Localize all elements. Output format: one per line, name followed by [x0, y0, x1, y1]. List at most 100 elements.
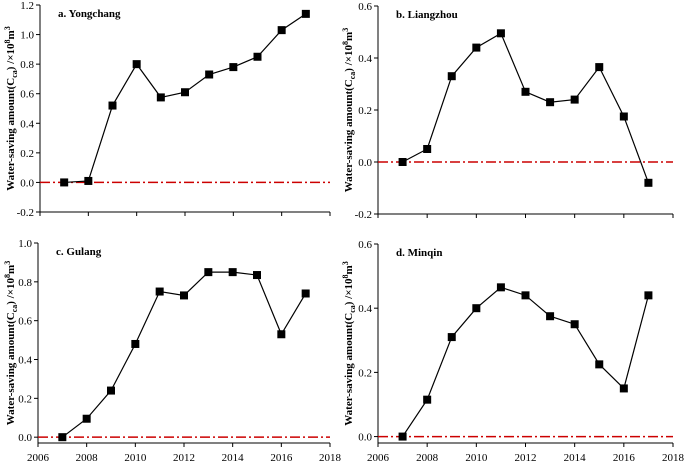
y-tick-label: 0.4: [358, 303, 372, 315]
y-axis-label: Water-saving amount(Cca) /×108m3: [3, 261, 19, 425]
data-point: [423, 395, 432, 404]
y-axis-label-part: ca: [348, 305, 357, 313]
y-tick-label: 0.0: [20, 177, 34, 189]
data-point: [60, 178, 69, 187]
y-axis-label: Water-saving amount(Cca) /×108m3: [341, 28, 357, 192]
data-point: [181, 88, 189, 97]
data-point: [570, 95, 579, 104]
data-point: [595, 360, 604, 369]
y-axis-label: Water-saving amount(Cca) /×108m3: [3, 26, 19, 190]
y-axis-label-part: ) /×10: [343, 278, 355, 305]
x-tick-label: 2014: [222, 452, 245, 464]
y-axis-label-part: m: [343, 32, 355, 41]
y-axis-label-part: ca: [10, 305, 19, 313]
data-point: [84, 176, 93, 185]
y-tick-label: 0.2: [20, 148, 34, 160]
data-point: [301, 289, 310, 298]
data-point: [447, 333, 456, 342]
data-point: [277, 330, 286, 339]
data-point: [301, 9, 310, 18]
data-point: [619, 384, 628, 393]
x-tick-label: 2014: [564, 452, 587, 464]
y-axis-label-part: 3: [341, 261, 350, 265]
data-point: [228, 268, 237, 277]
x-tick-label: 2008: [76, 452, 99, 464]
x-tick-label: 2008: [416, 452, 439, 464]
data-point: [155, 287, 164, 296]
data-point: [546, 312, 555, 321]
series-line: [402, 32, 649, 184]
data-point: [472, 43, 481, 52]
y-axis-label-part: 3: [3, 26, 12, 30]
y-tick-label: 1.2: [20, 0, 34, 12]
y-tick-label: -0.2: [17, 207, 34, 219]
y-tick-label: 0.6: [18, 316, 32, 328]
x-tick-label: 2012: [173, 452, 195, 464]
data-point: [546, 98, 555, 107]
panel-title: d. Minqin: [396, 247, 442, 259]
data-point: [132, 60, 141, 69]
y-tick-label: 1.0: [18, 238, 32, 250]
y-axis-label-part: 3: [341, 28, 350, 32]
y-tick-label: 0.8: [18, 277, 32, 289]
y-axis-label-part: m: [343, 265, 355, 274]
data-point: [521, 87, 530, 96]
y-axis-label-part: m: [5, 265, 17, 274]
data-point: [496, 29, 505, 38]
data-point: [398, 432, 407, 441]
y-axis-label-part: 8: [3, 39, 12, 43]
x-tick-label: 2010: [124, 452, 147, 464]
y-tick-label: 0.6: [20, 89, 34, 101]
data-point: [644, 291, 653, 300]
data-point: [180, 291, 188, 300]
y-tick-label: 0.4: [20, 118, 34, 130]
y-axis-label: Water-saving amount(Cca) /×108m3: [341, 261, 357, 425]
data-point: [570, 320, 579, 329]
y-tick-label: 0.4: [18, 355, 32, 367]
data-point: [619, 112, 628, 121]
y-tick-label: 0.0: [358, 157, 372, 169]
y-axis-label-part: 8: [341, 274, 350, 278]
data-point: [423, 145, 432, 153]
data-point: [595, 63, 604, 72]
y-axis-label-part: ca: [348, 72, 357, 80]
data-point: [496, 283, 505, 292]
panel-3: 0.0 0.2 0.4 0.6 0.8 1.0 2006 2008 2010 2012 2014 20…: [3, 238, 342, 464]
data-point: [58, 433, 67, 442]
y-axis-label-part: Water-saving amount(C: [343, 313, 355, 426]
data-point: [398, 158, 407, 166]
y-axis-label-part: ) /×10: [5, 277, 17, 304]
y-axis-label-part: Water-saving amount(C: [5, 312, 17, 425]
data-point: [229, 63, 238, 72]
y-axis-label-part: Water-saving amount(C: [5, 78, 17, 191]
data-point: [205, 70, 214, 79]
y-axis-label-part: ) /×10: [343, 44, 355, 71]
y-axis-label-part: 8: [341, 41, 350, 45]
x-tick-label: 2006: [27, 452, 50, 464]
y-tick-label: 0.0: [358, 432, 372, 444]
y-tick-label: 0.2: [358, 105, 372, 117]
series-line: [64, 13, 307, 184]
panel-2: -0.2 0.0 0.2 0.4 0.6 b. Liangzhou Water-saving…: [341, 1, 674, 221]
data-point: [644, 178, 653, 187]
y-tick-label: 0.2: [358, 367, 372, 379]
y-tick-label: -0.2: [355, 209, 372, 221]
y-axis-label-part: 3: [3, 261, 12, 265]
panel-4: 0.0 0.2 0.4 0.6 2006 2008 2010 2012 2014 2016 2018…: [341, 239, 685, 464]
y-tick-label: 0.6: [358, 239, 372, 251]
y-axis-label-part: ca: [10, 70, 19, 78]
data-point: [204, 268, 213, 277]
panel-title: c. Gulang: [56, 246, 102, 258]
data-point: [253, 52, 262, 61]
series-line: [402, 286, 649, 437]
x-tick-label: 2006: [367, 452, 390, 464]
y-tick-label: 0.2: [18, 393, 32, 405]
y-tick-label: 0.4: [358, 53, 372, 65]
data-point: [277, 26, 286, 35]
y-tick-label: 0.6: [358, 1, 372, 13]
y-tick-label: 1.0: [20, 30, 34, 42]
y-tick-label: 0.8: [20, 59, 34, 71]
data-point: [107, 386, 115, 395]
panel-title: b. Liangzhou: [396, 9, 458, 21]
